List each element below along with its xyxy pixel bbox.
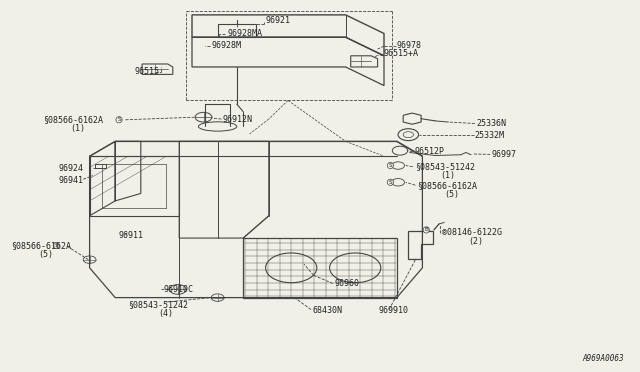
Text: 96928MA: 96928MA bbox=[227, 29, 262, 38]
Text: 25336N: 25336N bbox=[477, 119, 507, 128]
Text: S: S bbox=[54, 243, 58, 248]
Text: 96997: 96997 bbox=[492, 150, 516, 159]
Text: §08566-6162A: §08566-6162A bbox=[12, 241, 72, 250]
Text: A969A0063: A969A0063 bbox=[582, 354, 624, 363]
Text: 96911: 96911 bbox=[118, 231, 143, 240]
Text: S: S bbox=[117, 117, 121, 122]
Text: (5): (5) bbox=[38, 250, 53, 259]
Text: 96924: 96924 bbox=[59, 164, 84, 173]
Text: (4): (4) bbox=[159, 309, 173, 318]
Text: ®08146-6122G: ®08146-6122G bbox=[442, 228, 502, 237]
Text: (2): (2) bbox=[468, 237, 483, 246]
Text: 68430N: 68430N bbox=[312, 306, 342, 315]
Text: §08566-6162A: §08566-6162A bbox=[44, 115, 104, 124]
Text: 96512P: 96512P bbox=[415, 147, 445, 156]
Text: 96978: 96978 bbox=[397, 41, 422, 50]
Text: 96910C: 96910C bbox=[163, 285, 193, 294]
Text: 25332M: 25332M bbox=[475, 131, 505, 140]
Text: 96515+A: 96515+A bbox=[384, 49, 419, 58]
Text: §08566-6162A: §08566-6162A bbox=[417, 181, 477, 190]
Text: (5): (5) bbox=[444, 190, 459, 199]
Text: 96928M: 96928M bbox=[211, 41, 241, 50]
Text: 969910: 969910 bbox=[379, 306, 409, 315]
Text: 96515: 96515 bbox=[134, 67, 159, 76]
Text: S: S bbox=[388, 163, 392, 168]
Text: 96960: 96960 bbox=[334, 279, 359, 288]
Text: §08543-51242: §08543-51242 bbox=[415, 162, 475, 171]
Text: 96912N: 96912N bbox=[223, 115, 253, 124]
Text: B: B bbox=[424, 227, 428, 232]
Text: S: S bbox=[388, 180, 392, 185]
Text: (1): (1) bbox=[440, 171, 455, 180]
Text: (1): (1) bbox=[70, 124, 85, 133]
Text: 96941: 96941 bbox=[59, 176, 84, 185]
Text: §08543-51242: §08543-51242 bbox=[128, 300, 188, 309]
Text: 96921: 96921 bbox=[266, 16, 291, 25]
